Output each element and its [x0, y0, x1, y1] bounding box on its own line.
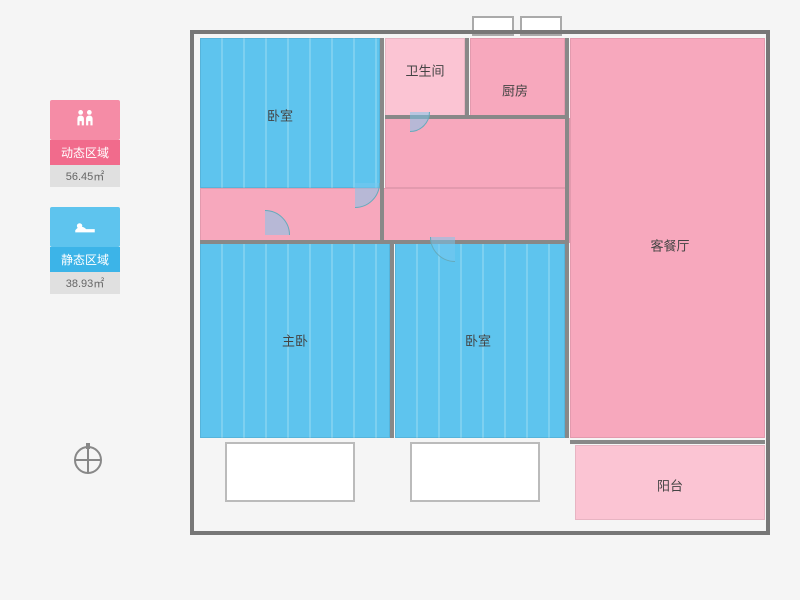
compass-icon — [70, 440, 106, 476]
room-label-bathroom: 卫生间 — [405, 61, 444, 80]
interior-wall — [200, 240, 565, 244]
legend-static: 静态区域 38.93㎡ — [50, 207, 120, 294]
room-label-master: 主卧 — [282, 331, 308, 350]
room-hallway — [200, 188, 570, 243]
interior-wall — [570, 440, 765, 444]
interior-wall — [390, 243, 394, 438]
interior-wall — [465, 38, 469, 118]
room-label-living: 客餐厅 — [650, 236, 689, 255]
legend-dynamic-value: 56.45㎡ — [50, 165, 120, 187]
balcony-slot-0 — [225, 442, 355, 502]
legend-dynamic: 动态区域 56.45㎡ — [50, 100, 120, 187]
room-label-balcony: 阳台 — [657, 476, 683, 495]
room-label-bedroom2: 卧室 — [465, 331, 491, 350]
legend-static-value: 38.93㎡ — [50, 272, 120, 294]
legend-dynamic-label: 动态区域 — [50, 140, 120, 165]
people-icon — [50, 100, 120, 140]
balcony-slot-1 — [410, 442, 540, 502]
legend: 动态区域 56.45㎡ 静态区域 38.93㎡ — [50, 100, 120, 314]
interior-wall — [380, 38, 384, 243]
floorplan: 卧室 卫生间厨房客餐厅主卧 卧室阳台 — [180, 10, 780, 570]
room-label-bedroom1: 卧室 — [267, 106, 293, 125]
sleep-icon — [50, 207, 120, 247]
interior-wall — [565, 38, 569, 438]
legend-static-label: 静态区域 — [50, 247, 120, 272]
room-label-kitchen: 厨房 — [502, 81, 528, 100]
